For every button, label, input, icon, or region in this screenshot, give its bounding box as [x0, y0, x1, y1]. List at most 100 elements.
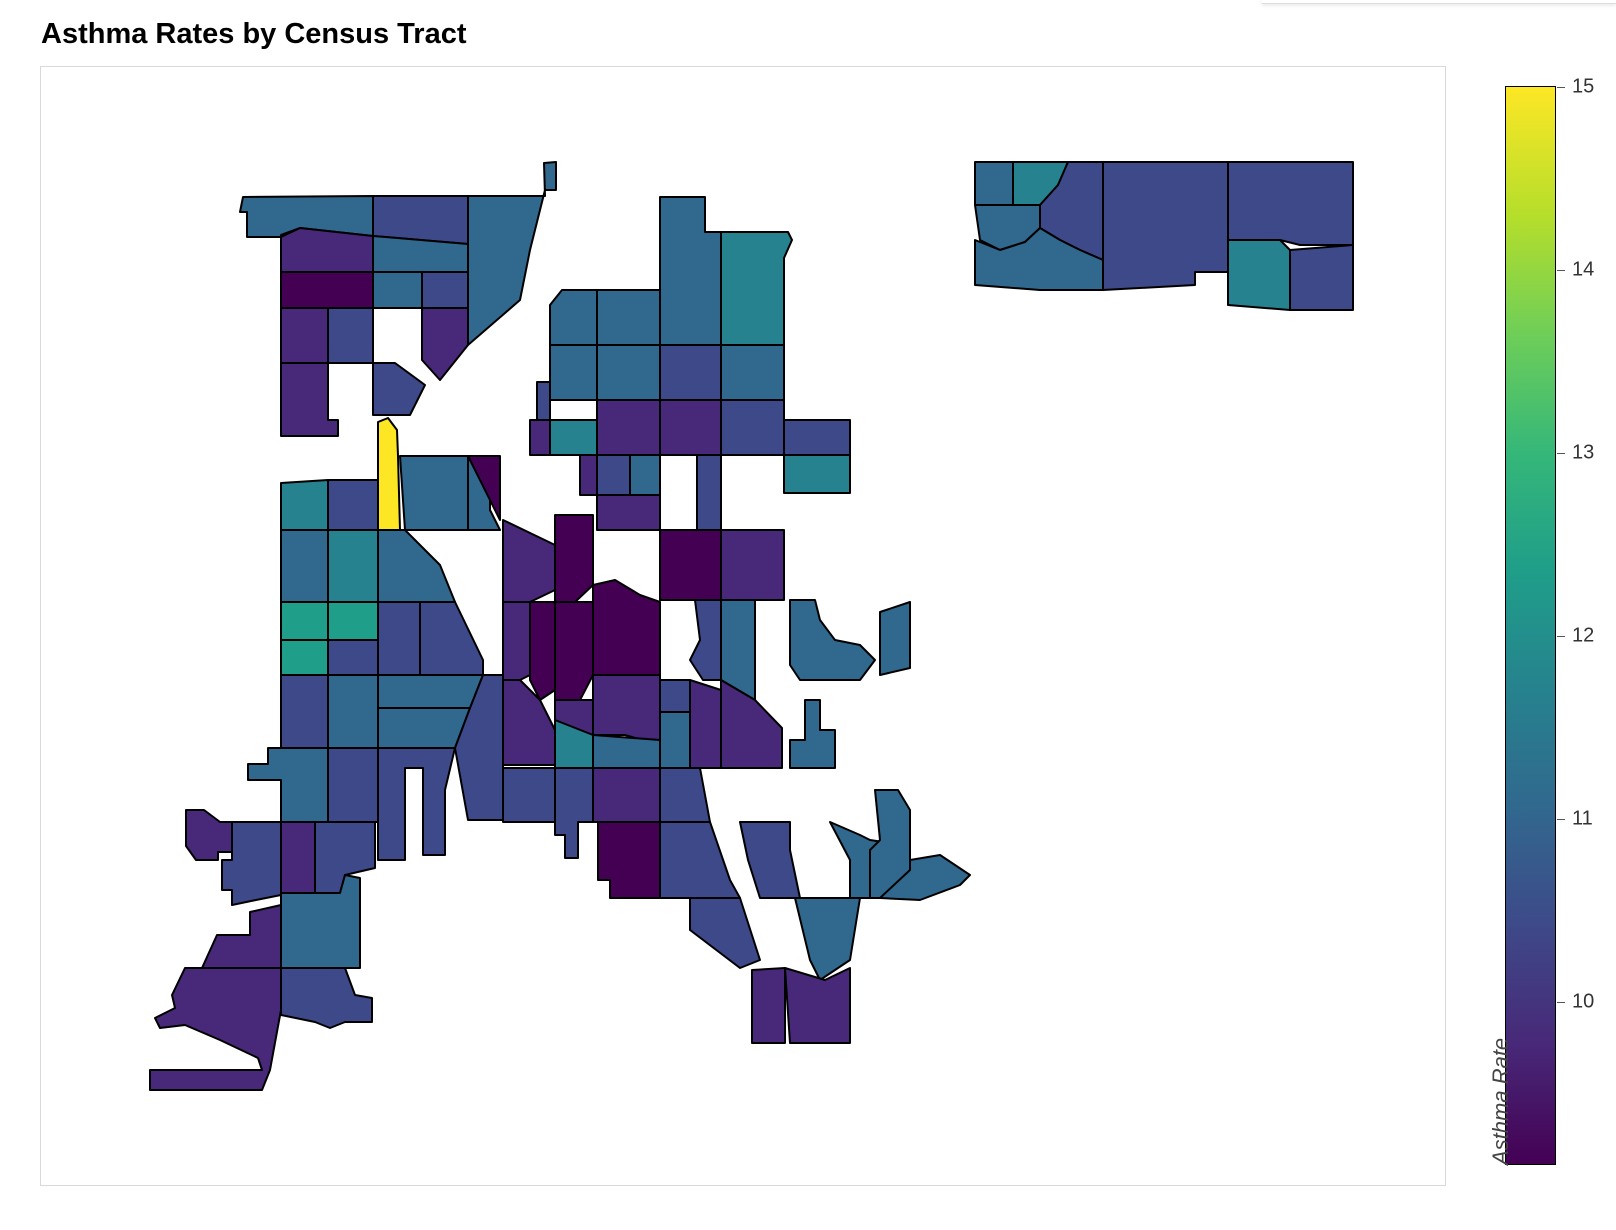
tract[interactable] — [185, 809, 233, 861]
tract[interactable] — [720, 679, 783, 769]
tract[interactable] — [280, 307, 329, 364]
tract[interactable] — [280, 529, 329, 603]
tract[interactable] — [502, 601, 531, 681]
tract[interactable] — [467, 455, 501, 521]
tract[interactable] — [280, 967, 373, 1029]
tract[interactable] — [1227, 239, 1291, 311]
colorbar-tick-label: 10 — [1572, 990, 1595, 1013]
tract[interactable] — [596, 344, 661, 401]
tract[interactable] — [280, 639, 329, 676]
tract[interactable] — [280, 271, 374, 309]
tract[interactable] — [696, 454, 722, 531]
tract[interactable] — [659, 679, 691, 713]
tract[interactable] — [783, 454, 851, 494]
tract[interactable] — [689, 897, 761, 969]
tract[interactable] — [596, 454, 631, 496]
tract[interactable] — [372, 362, 426, 416]
tract[interactable] — [529, 419, 551, 456]
tract[interactable] — [419, 601, 484, 676]
tract[interactable] — [280, 601, 329, 641]
tract[interactable] — [659, 767, 711, 823]
tract[interactable] — [467, 161, 557, 346]
tract[interactable] — [592, 767, 661, 823]
tract[interactable] — [536, 381, 551, 421]
tract[interactable] — [554, 767, 594, 859]
tract[interactable] — [974, 227, 1104, 291]
tract[interactable] — [280, 821, 316, 894]
tract[interactable] — [659, 344, 722, 401]
tract[interactable] — [554, 601, 594, 701]
tract[interactable] — [280, 227, 374, 273]
tract[interactable] — [879, 601, 911, 676]
tract[interactable] — [327, 747, 379, 823]
tract[interactable] — [421, 271, 469, 309]
page-title: Asthma Rates by Census Tract — [41, 18, 467, 50]
colorbar-title: Asthma Rate — [1488, 1037, 1513, 1165]
tract[interactable] — [596, 494, 661, 531]
tract[interactable] — [579, 454, 598, 496]
tract[interactable] — [1227, 161, 1354, 246]
tract[interactable] — [629, 454, 661, 496]
tract[interactable] — [149, 967, 282, 1091]
tract[interactable] — [327, 674, 379, 749]
tract[interactable] — [789, 599, 876, 681]
tract[interactable] — [280, 674, 329, 749]
tract[interactable] — [879, 854, 971, 901]
tract[interactable] — [1102, 161, 1229, 291]
tract[interactable] — [592, 579, 661, 676]
tract[interactable] — [1289, 244, 1354, 311]
tract[interactable] — [659, 821, 741, 899]
colorbar-tick — [1557, 453, 1565, 454]
tract[interactable] — [327, 529, 379, 603]
tract[interactable] — [377, 674, 484, 709]
tract[interactable] — [720, 529, 785, 601]
tract[interactable] — [549, 344, 598, 401]
colorbar-tick-label: 13 — [1572, 441, 1595, 464]
tract[interactable] — [592, 734, 661, 769]
tract[interactable] — [720, 231, 793, 346]
tract[interactable] — [783, 419, 851, 456]
tract[interactable] — [554, 514, 594, 603]
tract[interactable] — [502, 519, 556, 603]
tract[interactable] — [596, 289, 661, 346]
tract[interactable] — [751, 967, 786, 1044]
tract[interactable] — [377, 747, 456, 861]
tract[interactable] — [377, 417, 401, 531]
tract[interactable] — [327, 307, 374, 364]
tract[interactable] — [784, 967, 851, 1044]
tract[interactable] — [327, 601, 379, 641]
tract[interactable] — [597, 821, 661, 899]
tract[interactable] — [974, 161, 1014, 206]
tract[interactable] — [659, 399, 722, 456]
tract[interactable] — [794, 897, 861, 981]
tract[interactable] — [689, 679, 722, 769]
tract[interactable] — [659, 529, 722, 601]
tract[interactable] — [399, 455, 469, 531]
tract[interactable] — [280, 362, 339, 437]
colorbar-tick-label: 11 — [1572, 807, 1593, 830]
tract[interactable] — [720, 399, 785, 456]
tract[interactable] — [421, 307, 469, 381]
tract[interactable] — [720, 344, 785, 401]
colorbar-tick — [1557, 819, 1565, 820]
tract[interactable] — [247, 747, 329, 823]
tract[interactable] — [549, 289, 598, 346]
tract[interactable] — [201, 904, 282, 969]
tract[interactable] — [280, 479, 329, 531]
tract[interactable] — [789, 699, 836, 769]
tract[interactable] — [659, 711, 691, 769]
tract[interactable] — [372, 271, 423, 309]
tract[interactable] — [659, 196, 722, 346]
tract[interactable] — [377, 601, 421, 676]
tract[interactable] — [502, 767, 556, 823]
tract[interactable] — [592, 674, 661, 746]
tract[interactable] — [549, 419, 598, 456]
tract[interactable] — [689, 599, 722, 681]
tract[interactable] — [596, 399, 661, 456]
tract[interactable] — [739, 821, 801, 899]
tract[interactable] — [327, 639, 379, 676]
tract[interactable] — [529, 601, 556, 701]
tract[interactable] — [377, 529, 456, 603]
tract[interactable] — [327, 479, 379, 531]
